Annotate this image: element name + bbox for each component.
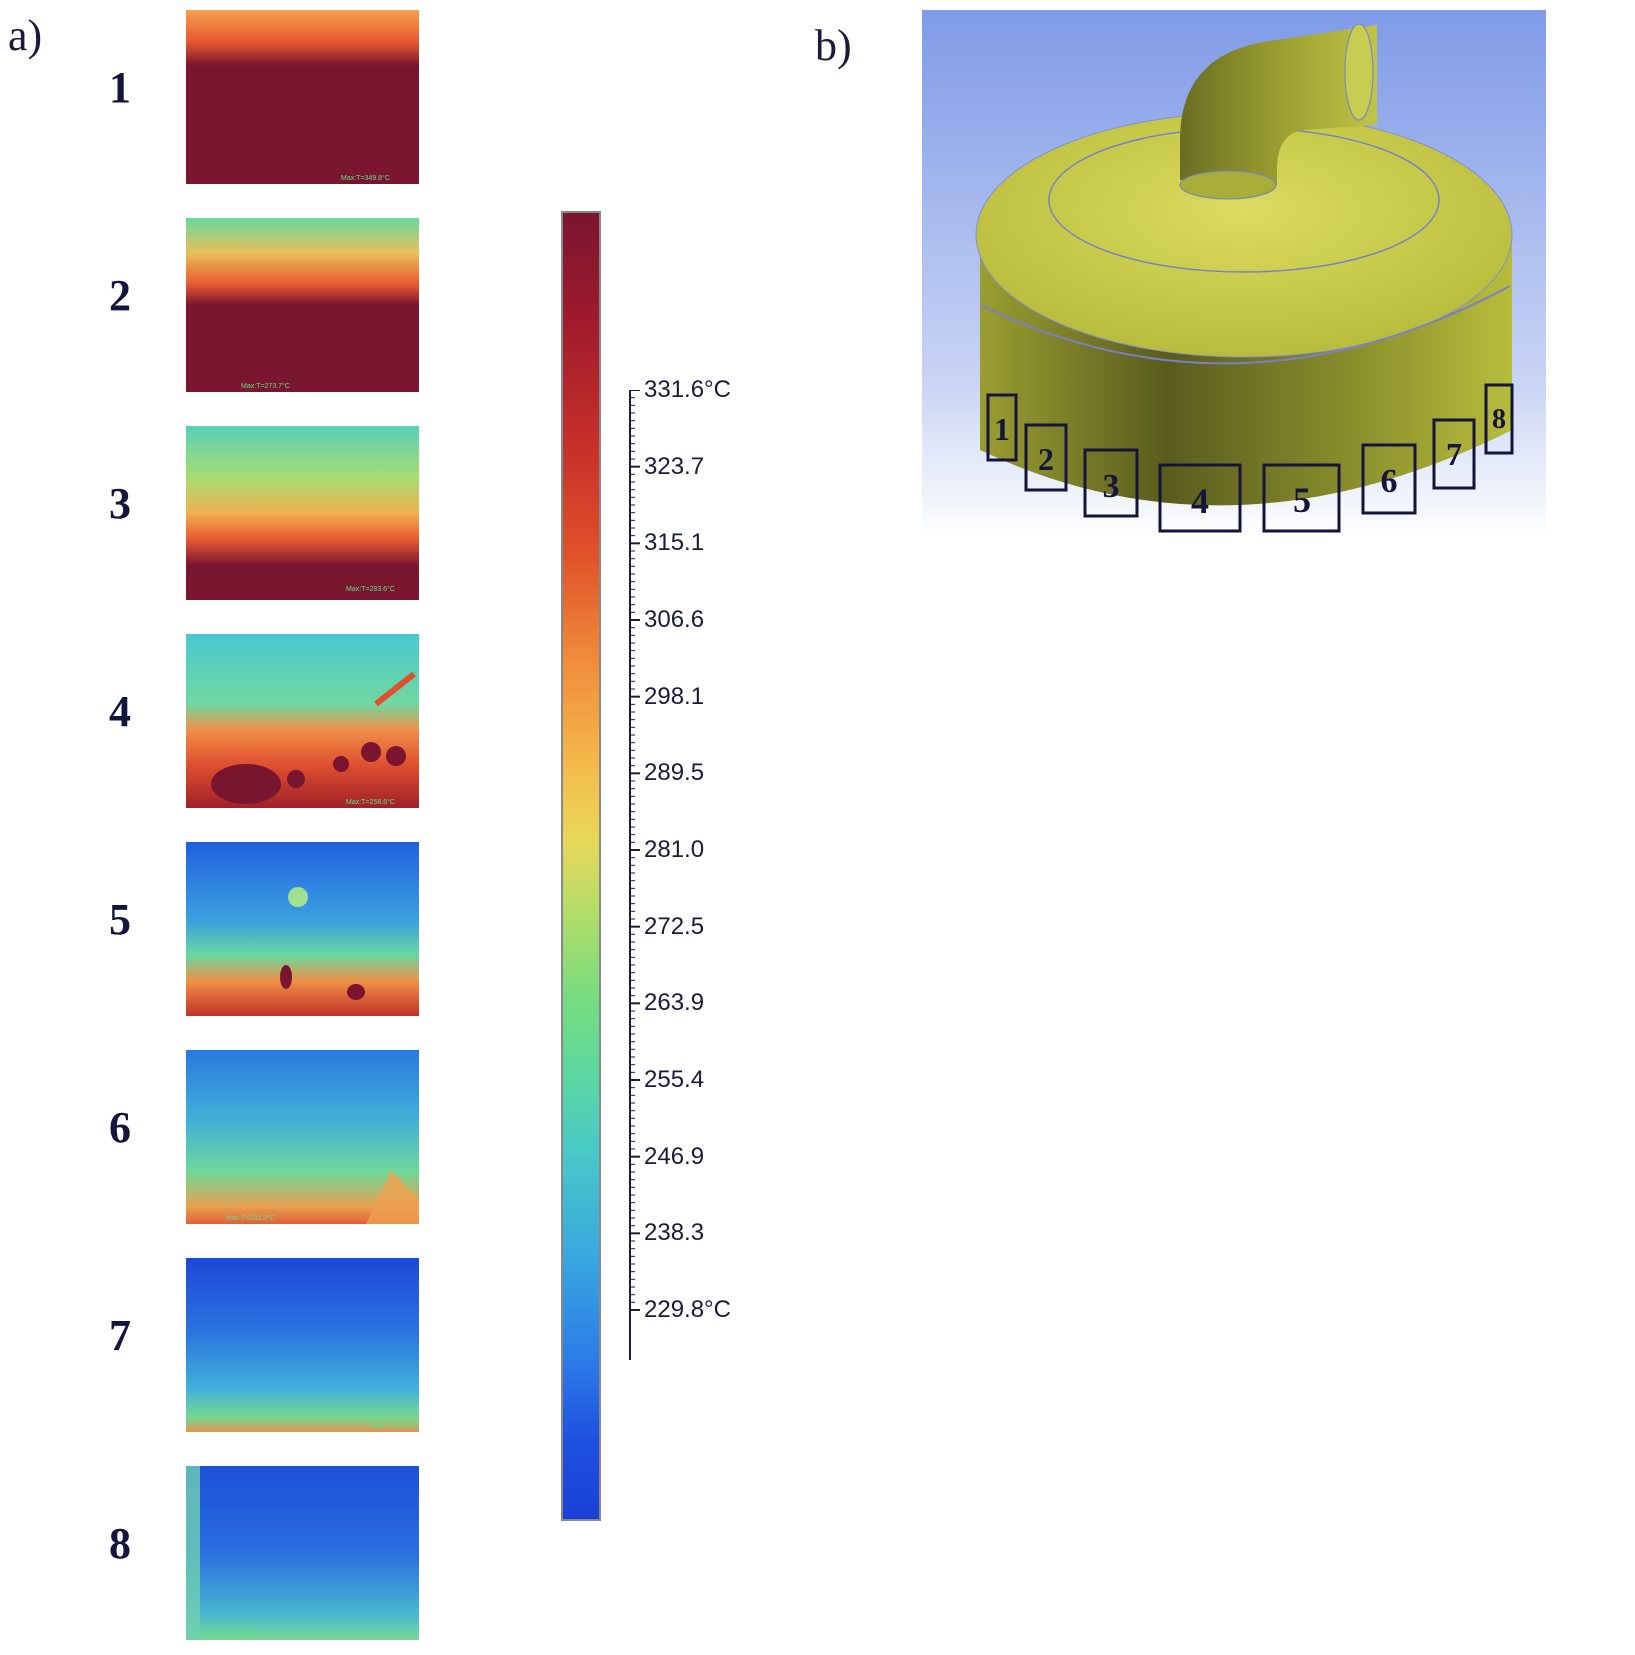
colorbar-tick-label: 331.6°C bbox=[644, 376, 731, 403]
thermogram-max-label: Max:T=232.3°C bbox=[226, 1214, 275, 1222]
thermogram-number: 6 bbox=[109, 1103, 131, 1152]
temperature-colorbar bbox=[561, 211, 601, 1521]
thermogram-image bbox=[186, 842, 419, 1016]
thermogram-image: Max:T=273.7°C bbox=[186, 218, 419, 392]
colorbar-tick-label: 323.7 bbox=[644, 452, 705, 480]
colorbar-tick-label: 246.9 bbox=[644, 1142, 705, 1170]
thermogram-number: 1 bbox=[109, 63, 131, 112]
zone-label: 8 bbox=[1492, 404, 1506, 435]
thermogram-max-label: Max:T=283.6°C bbox=[346, 585, 395, 593]
thermogram-number: 2 bbox=[109, 271, 131, 320]
zone-label: 7 bbox=[1446, 436, 1462, 472]
thermogram-max-label: Max:T=232.0°C bbox=[206, 1630, 255, 1638]
colorbar-tick-label: 289.5 bbox=[644, 759, 705, 787]
colorbar-axis: 331.6°C 323.7 315.1 306.6 298.1 289.5 281.0 272… bbox=[620, 376, 740, 1360]
colorbar-tick-label: 315.1 bbox=[644, 529, 705, 557]
zone-label: 2 bbox=[1038, 441, 1054, 477]
colorbar-tick-label: 255.4 bbox=[644, 1066, 705, 1093]
colorbar-tick-label: 238.3 bbox=[644, 1219, 705, 1247]
panel-b-label: b) bbox=[815, 21, 852, 70]
thermogram-image: Max:T=232.0°C bbox=[186, 1466, 419, 1640]
thermogram-max-label: Max:T=232.0°C bbox=[371, 1422, 419, 1430]
thermogram-image: Max:T=349.8°C bbox=[186, 10, 419, 184]
thermogram-number: 4 bbox=[109, 687, 131, 736]
panel-a-label: a) bbox=[8, 11, 43, 60]
thermogram-max-label: Max:T=273.7°C bbox=[241, 382, 290, 390]
thermogram-image: Max:T=232.0°C bbox=[186, 1258, 419, 1432]
colorbar-tick-label: 272.5 bbox=[644, 912, 705, 940]
thermogram-max-label: Max:T=258.6°C bbox=[346, 798, 395, 806]
colorbar-tick-label: 298.1 bbox=[644, 682, 705, 710]
colorbar-tick-label: 263.9 bbox=[644, 989, 705, 1017]
thermogram-max-label: Max:T=349.8°C bbox=[341, 174, 390, 182]
thermogram-image: Max:T=258.6°C bbox=[186, 634, 419, 808]
thermogram-image: Max:T=232.3°C bbox=[186, 1050, 419, 1224]
reactor-3d-model: 1 2 3 4 5 6 7 8 bbox=[922, 10, 1546, 538]
thermogram-number: 8 bbox=[109, 1519, 131, 1568]
colorbar-tick-label: 281.0 bbox=[644, 836, 705, 863]
zone-label: 4 bbox=[1191, 481, 1209, 521]
thermogram-number: 7 bbox=[109, 1311, 131, 1360]
zone-label: 6 bbox=[1381, 463, 1398, 500]
colorbar-tick-label: 229.8°C bbox=[644, 1296, 731, 1323]
thermogram-number: 3 bbox=[109, 479, 131, 528]
colorbar-tick-marks bbox=[629, 390, 640, 1360]
thermogram-number: 5 bbox=[109, 895, 131, 944]
thermogram-image: Max:T=283.6°C bbox=[186, 426, 419, 600]
colorbar-tick-label: 306.6 bbox=[644, 606, 705, 633]
zone-label: 1 bbox=[994, 411, 1010, 447]
zone-label: 5 bbox=[1293, 480, 1311, 520]
zone-label: 3 bbox=[1103, 468, 1120, 505]
